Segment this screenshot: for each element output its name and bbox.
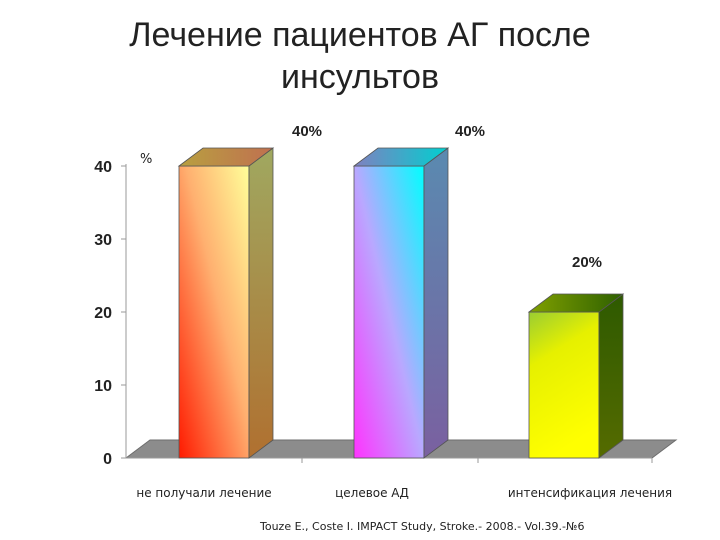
y-tick-label: 10 (94, 378, 112, 395)
bar-side (598, 293, 624, 459)
bar-front (353, 165, 425, 459)
y-tick-label: 0 (103, 451, 112, 468)
bar-front (528, 311, 600, 459)
bar-data-label: 40% (455, 123, 485, 140)
x-category-label: не получали лечение (136, 486, 271, 500)
y-axis-label: % (140, 152, 152, 167)
bar-side (248, 147, 274, 459)
source-citation: Touze E., Coste I. IMPACT Study, Stroke.… (260, 520, 585, 533)
bar-1 (177, 147, 275, 459)
slide-title-line-2: инсультов (280, 58, 440, 96)
bar-front (178, 165, 250, 459)
bar-top (352, 147, 450, 167)
bar-data-label: 20% (572, 254, 602, 271)
x-category-label: целевое АД (335, 486, 409, 500)
y-tick-label: 20 (94, 305, 112, 322)
bar-top (177, 147, 275, 167)
x-category-label: интенсификация лечения (508, 486, 672, 500)
slide-title: Лечение пациентов АГ после инсультов (60, 14, 660, 98)
y-tick-label: 30 (94, 232, 112, 249)
bar-2 (352, 147, 450, 459)
bar-3 (527, 293, 625, 459)
y-tick-label: 40 (94, 159, 112, 176)
bar-data-label: 40% (292, 123, 322, 140)
bar-side (423, 147, 449, 459)
slide-title-line-1: Лечение пациентов АГ после (129, 16, 591, 54)
bar-top (527, 293, 625, 313)
